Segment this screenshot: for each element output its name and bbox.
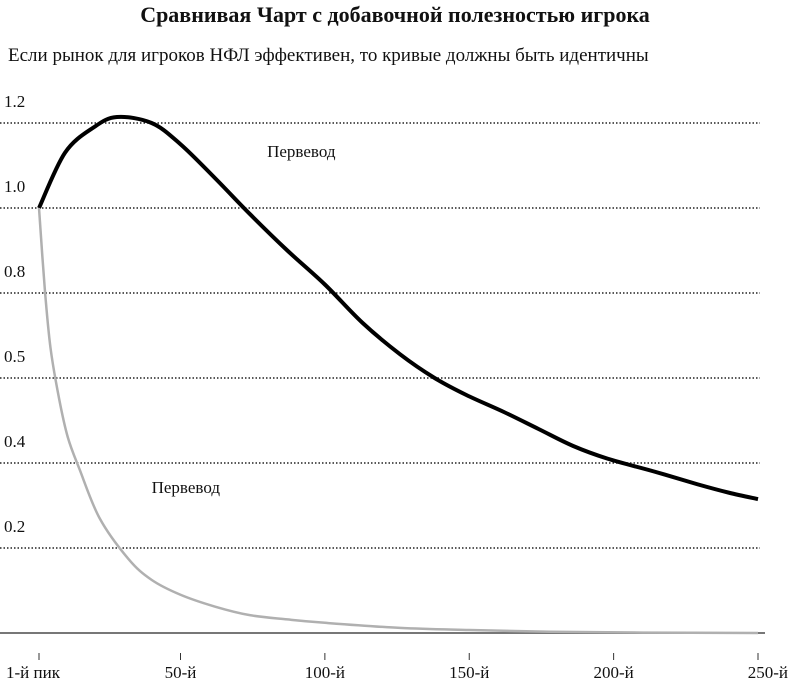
y-tick-label: 0.5 bbox=[4, 347, 25, 366]
chart-subtitle: Если рынок для игроков НФЛ эффективен, т… bbox=[8, 45, 649, 66]
x-tick-label: 1-й пик bbox=[6, 663, 61, 681]
x-tick-label: 250-й bbox=[748, 663, 788, 681]
x-tick-label: 100-й bbox=[305, 663, 345, 681]
y-tick-label: 0.2 bbox=[4, 517, 25, 536]
series-line-2 bbox=[37, 207, 759, 635]
series-annotation: Первевод bbox=[152, 478, 221, 497]
series-annotation: Первевод bbox=[267, 142, 336, 161]
y-tick-label: 1.0 bbox=[4, 177, 25, 196]
y-tick-label: 0.8 bbox=[4, 262, 25, 281]
series-line-1 bbox=[37, 114, 759, 502]
x-tick-label: 200-й bbox=[593, 663, 633, 681]
chart-title: Сравнивая Чарт с добавочной полезностью … bbox=[140, 2, 650, 27]
y-tick-label: 1.2 bbox=[4, 92, 25, 111]
y-tick-label: 0.4 bbox=[4, 432, 26, 451]
x-tick-label: 50-й bbox=[165, 663, 197, 681]
x-tick-label: 150-й bbox=[449, 663, 489, 681]
